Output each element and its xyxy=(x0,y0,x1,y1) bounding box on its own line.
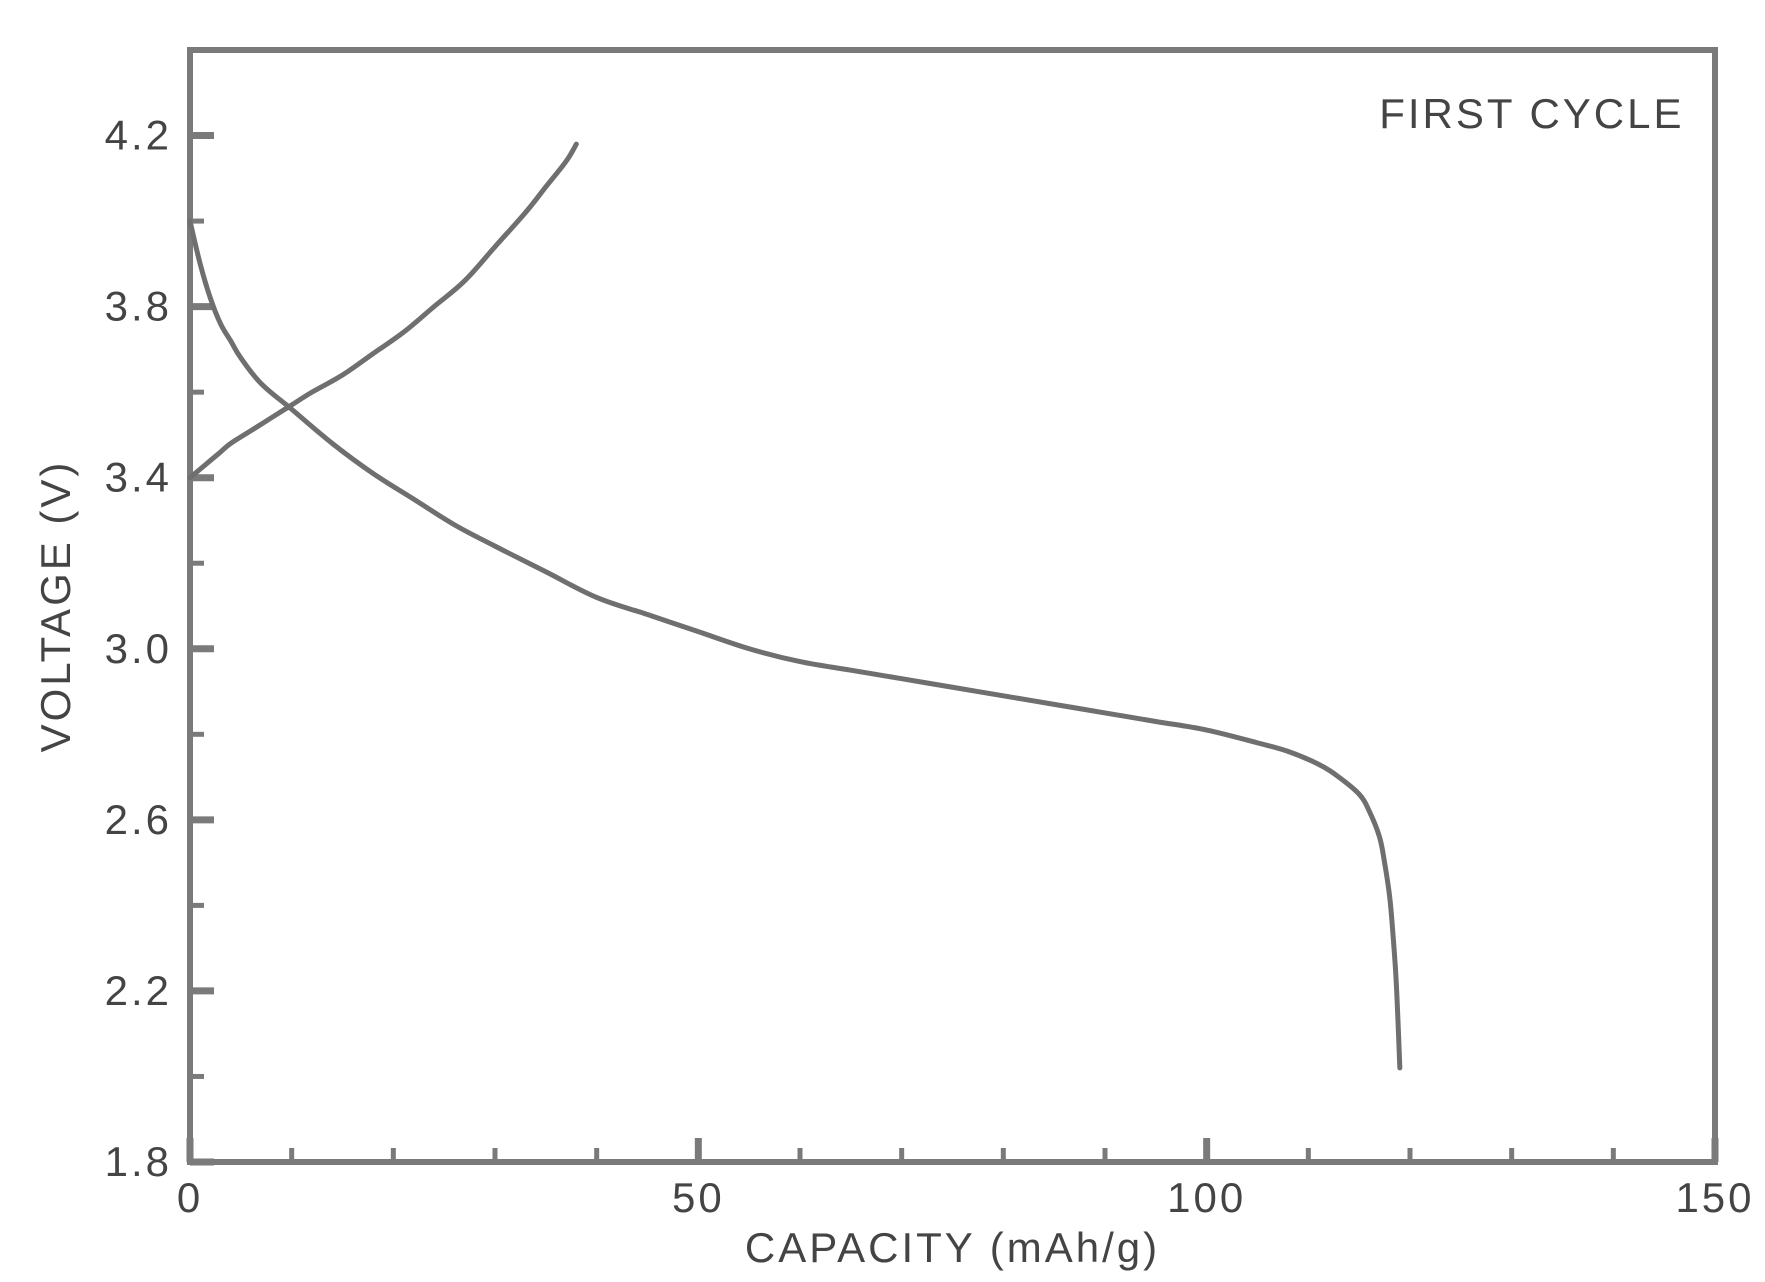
x-tick-label: 150 xyxy=(1675,1174,1754,1221)
line-chart: 0 50 100 150 1.8 2.2 2.6 3.0 3.4 3.8 4.2 VOLTAGE (V… xyxy=(0,0,1765,1282)
y-tick-label: 1.8 xyxy=(105,1138,172,1185)
y-tick-label: 3.4 xyxy=(105,454,172,501)
y-tick-label: 3.0 xyxy=(105,625,172,672)
chart-annotation: FIRST CYCLE xyxy=(1379,90,1684,137)
y-axis-label: VOLTAGE (V) xyxy=(32,460,79,753)
x-axis-label: CAPACITY (mAh/g) xyxy=(745,1224,1160,1271)
y-tick-label: 2.2 xyxy=(105,967,172,1014)
y-tick-label: 4.2 xyxy=(105,112,172,159)
x-tick-label: 100 xyxy=(1167,1174,1246,1221)
y-tick-label: 3.8 xyxy=(105,283,172,330)
y-tick-label: 2.6 xyxy=(105,796,172,843)
x-tick-label: 50 xyxy=(672,1174,725,1221)
x-tick-label: 0 xyxy=(177,1174,203,1221)
